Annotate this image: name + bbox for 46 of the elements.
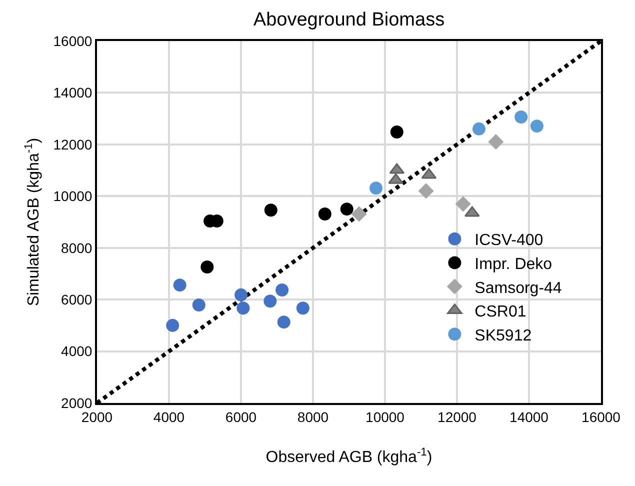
x-tick-label: 6000 bbox=[225, 408, 257, 425]
y-tick-label: 4000 bbox=[61, 343, 92, 360]
x-tick-label: 2000 bbox=[81, 408, 113, 425]
legend-label: Impr. Deko bbox=[474, 256, 552, 273]
x-tick-label: 16000 bbox=[582, 408, 621, 425]
point bbox=[277, 316, 290, 329]
point bbox=[530, 120, 544, 133]
point bbox=[340, 202, 354, 216]
x-tick-label: 14000 bbox=[510, 408, 549, 425]
point bbox=[318, 207, 332, 220]
y-tick-label: 12000 bbox=[53, 136, 92, 152]
y-tick-label: 2000 bbox=[61, 394, 92, 411]
point bbox=[264, 204, 278, 217]
point bbox=[514, 110, 528, 124]
y-tick-label: 6000 bbox=[61, 291, 92, 308]
point bbox=[455, 196, 471, 212]
point bbox=[370, 182, 382, 195]
point bbox=[388, 173, 404, 184]
x-tick-label: 10000 bbox=[366, 408, 405, 425]
x-axis-title: Observed AGB (kgha$^{-1}$) bbox=[266, 446, 432, 466]
point bbox=[472, 122, 486, 136]
point bbox=[488, 134, 504, 150]
y-tick-label: 16000 bbox=[53, 32, 92, 49]
y-tick-label: 10000 bbox=[53, 188, 92, 204]
legend-label: ICSV-400 bbox=[474, 232, 544, 250]
point bbox=[166, 318, 180, 332]
point bbox=[192, 298, 206, 312]
point bbox=[173, 278, 186, 292]
point bbox=[264, 294, 277, 308]
point bbox=[390, 126, 404, 139]
y-tick-label: 14000 bbox=[53, 84, 92, 101]
legend-label: SK5912 bbox=[474, 327, 532, 344]
point bbox=[200, 260, 214, 274]
x-tick-label: 12000 bbox=[438, 408, 477, 425]
legend-label: Samsorg-44 bbox=[474, 280, 562, 297]
chart-title: Aboveground Biomass bbox=[253, 9, 445, 30]
x-tick-label: 8000 bbox=[297, 408, 329, 425]
legend-label: CSR01 bbox=[474, 304, 526, 321]
x-tick-label: 4000 bbox=[153, 408, 185, 425]
point bbox=[351, 206, 367, 222]
point bbox=[236, 302, 250, 315]
point bbox=[296, 302, 310, 315]
y-tick-label: 8000 bbox=[61, 240, 92, 256]
point bbox=[234, 288, 248, 302]
point bbox=[276, 284, 289, 296]
point bbox=[418, 183, 434, 199]
